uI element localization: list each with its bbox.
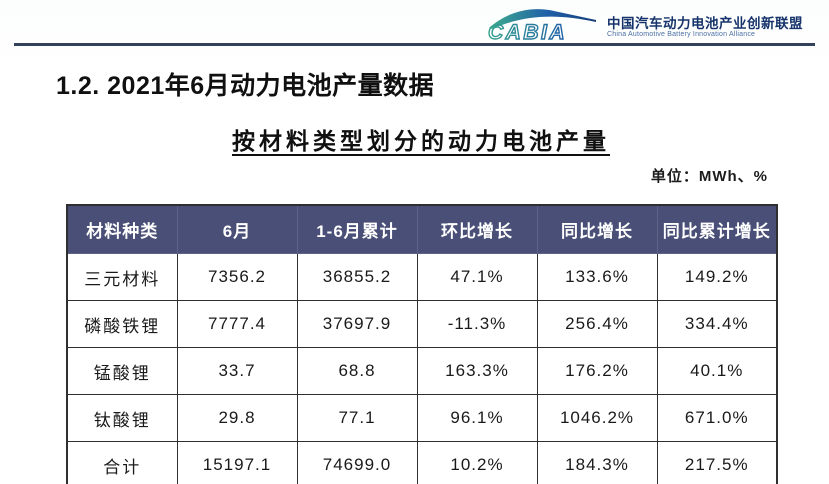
table-cell: 37697.9: [296, 300, 418, 348]
table-cell: 1046.2%: [536, 394, 658, 442]
table-title: 按材料类型划分的动力电池产量: [232, 128, 610, 154]
table-body: 三元材料 7356.2 36855.2 47.1% 133.6% 149.2% 磷酸铁锂 77…: [66, 253, 778, 484]
battery-production-table-wrap: 材料种类 6月 1-6月累计 环比增长 同比增长 同比累计增长 三元材料 7356.2 368…: [66, 204, 778, 484]
row-material-label: 三元材料: [66, 253, 178, 301]
table-header-row: 材料种类 6月 1-6月累计 环比增长 同比增长 同比累计增长: [66, 204, 778, 254]
table-row: 钛酸锂 29.8 77.1 96.1% 1046.2% 671.0%: [66, 394, 778, 442]
table-cell: 77.1: [296, 394, 418, 442]
table-cell: 334.4%: [656, 300, 778, 348]
column-header: 同比累计增长: [656, 204, 778, 254]
section-title: 1.2. 2021年6月动力电池产量数据: [56, 72, 435, 100]
table-cell: 176.2%: [536, 347, 658, 395]
column-header: 同比增长: [536, 204, 658, 254]
cabia-logo-mark: CABIA: [487, 9, 596, 43]
column-header: 1-6月累计: [296, 204, 418, 254]
table-cell: -11.3%: [416, 300, 538, 348]
table-title-wrap: 按材料类型划分的动力电池产量: [66, 122, 776, 156]
table-cell: 33.7: [176, 347, 298, 395]
table-cell: 7356.2: [176, 253, 298, 301]
row-material-label: 磷酸铁锂: [66, 300, 178, 348]
table-header: 材料种类 6月 1-6月累计 环比增长 同比增长 同比累计增长: [66, 204, 778, 254]
column-header: 材料种类: [66, 204, 178, 254]
table-cell: 133.6%: [536, 253, 658, 301]
table-cell: 40.1%: [656, 347, 778, 395]
table-row: 锰酸锂 33.7 68.8 163.3% 176.2% 40.1%: [66, 347, 778, 395]
table-cell: 96.1%: [416, 394, 538, 442]
table-cell: 163.3%: [416, 347, 538, 395]
cabia-abbr-text: CABIA: [488, 21, 567, 43]
table-cell: 671.0%: [656, 394, 778, 442]
car-swoosh-icon: [489, 9, 596, 29]
table-cell: 74699.0: [296, 441, 418, 484]
table-cell: 184.3%: [536, 441, 658, 484]
table-cell: 256.4%: [536, 300, 658, 348]
cabia-logo: CABIA 中国汽车动力电池产业创新联盟 China Automotive Ba…: [486, 3, 803, 43]
table-row: 磷酸铁锂 7777.4 37697.9 -11.3% 256.4% 334.4%: [66, 300, 778, 348]
battery-production-table: 材料种类 6月 1-6月累计 环比增长 同比增长 同比累计增长 三元材料 7356.2 368…: [66, 204, 778, 484]
table-cell: 10.2%: [416, 441, 538, 484]
table-cell: 47.1%: [416, 253, 538, 301]
table-cell: 217.5%: [656, 441, 778, 484]
row-material-label: 合计: [66, 441, 178, 484]
row-material-label: 钛酸锂: [66, 394, 178, 442]
table-cell: 149.2%: [656, 253, 778, 301]
row-material-label: 锰酸锂: [66, 347, 178, 395]
table-cell: 68.8: [296, 347, 418, 395]
table-row: 三元材料 7356.2 36855.2 47.1% 133.6% 149.2%: [66, 253, 778, 301]
org-name-block: 中国汽车动力电池产业创新联盟 China Automotive Battery …: [607, 8, 803, 39]
org-name-chinese: 中国汽车动力电池产业创新联盟: [607, 15, 803, 31]
column-header: 环比增长: [416, 204, 538, 254]
header-divider: [14, 43, 815, 46]
table-cell: 7777.4: [176, 300, 298, 348]
unit-label: 单位：MWh、%: [650, 168, 768, 185]
table-row: 合计 15197.1 74699.0 10.2% 184.3% 217.5%: [66, 441, 778, 484]
table-cell: 36855.2: [296, 253, 418, 301]
column-header: 6月: [176, 204, 298, 254]
table-cell: 29.8: [176, 394, 298, 442]
org-name-english: China Automotive Battery Innovation Alli…: [607, 31, 756, 39]
table-cell: 15197.1: [176, 441, 298, 484]
